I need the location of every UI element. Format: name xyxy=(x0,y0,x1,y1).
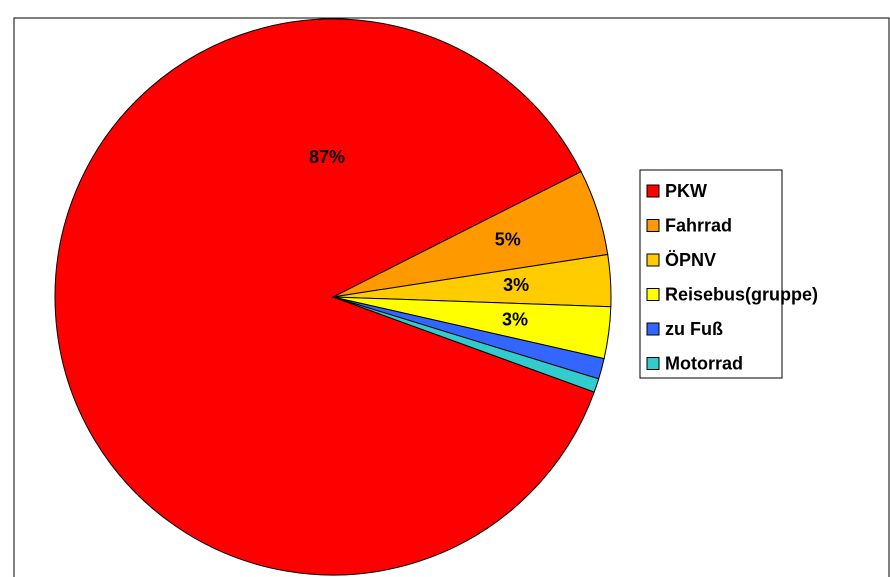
data-label: 87% xyxy=(309,147,345,167)
data-label: 3% xyxy=(503,275,529,295)
legend-box xyxy=(639,169,783,379)
pie-slice xyxy=(332,296,600,393)
legend-label: Reisebus(gruppe) xyxy=(665,284,818,304)
legend-swatch xyxy=(646,253,660,267)
legend-label: PKW xyxy=(665,181,707,201)
legend-swatch xyxy=(646,322,660,336)
legend-swatch xyxy=(646,184,660,198)
legend-swatch xyxy=(646,357,660,370)
legend-label: Motorrad xyxy=(665,353,743,373)
legend-label: ÖPNV xyxy=(665,250,716,270)
data-label: 5% xyxy=(495,230,521,250)
legend-swatch xyxy=(646,288,660,301)
legend-label: Fahrrad xyxy=(665,215,732,235)
data-label: 3% xyxy=(502,309,528,329)
pie-slice xyxy=(54,18,595,576)
legend-swatch xyxy=(646,219,660,232)
legend-label: zu Fuß xyxy=(665,319,723,339)
